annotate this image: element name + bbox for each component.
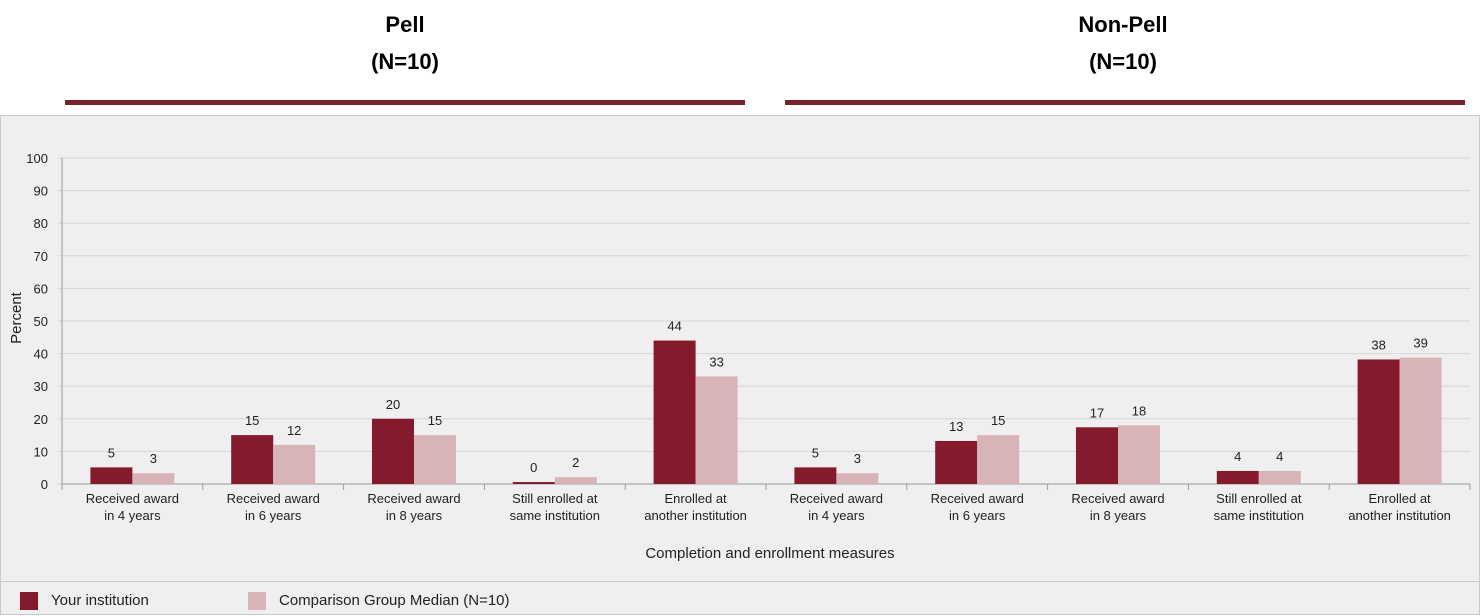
x-tick-label: Enrolled at [1369, 491, 1432, 506]
x-tick-label: in 4 years [104, 508, 161, 523]
data-label: 44 [667, 319, 681, 334]
x-tick-label: another institution [1348, 508, 1451, 523]
x-tick-label: in 8 years [386, 508, 443, 523]
bar-comparison-median [132, 473, 175, 484]
bar-your-institution [1357, 359, 1400, 484]
x-tick-label: another institution [644, 508, 747, 523]
x-tick-label: Still enrolled at [1216, 491, 1302, 506]
group-divider-non-pell [785, 100, 1465, 105]
bar-comparison-median [554, 477, 597, 484]
x-tick-label: Received award [227, 491, 320, 506]
bar-your-institution [231, 435, 274, 484]
data-label: 15 [428, 413, 442, 428]
data-label: 4 [1234, 449, 1241, 464]
bar-your-institution [372, 418, 414, 484]
bar-comparison-median [695, 376, 738, 484]
y-tick-label: 60 [34, 281, 48, 296]
x-tick-label: Received award [931, 491, 1024, 506]
bar-your-institution [90, 467, 133, 484]
data-label: 0 [530, 460, 537, 475]
data-label: 33 [709, 354, 723, 369]
data-label: 17 [1090, 405, 1104, 420]
x-tick-label: in 4 years [808, 508, 865, 523]
x-tick-label: in 8 years [1090, 508, 1147, 523]
legend: Your institution Comparison Group Median… [0, 581, 1480, 616]
y-tick-label: 10 [34, 444, 48, 459]
data-label: 12 [287, 423, 301, 438]
bar-your-institution [512, 482, 555, 484]
x-tick-label: Received award [1071, 491, 1164, 506]
bar-comparison-median [836, 473, 879, 484]
bar-your-institution [794, 467, 837, 484]
bar-comparison-median [1258, 470, 1301, 484]
group-n: (N=10) [1089, 49, 1157, 74]
data-label: 5 [812, 445, 819, 460]
y-tick-label: 30 [34, 379, 48, 394]
y-tick-label: 90 [34, 184, 48, 199]
bar-comparison-median [977, 435, 1020, 484]
group-title-pell: Pell (N=10) [205, 6, 605, 80]
group-name: Non-Pell [1078, 12, 1168, 37]
y-axis-label: Percent [8, 291, 25, 344]
y-tick-label: 0 [41, 477, 48, 492]
y-tick-label: 20 [34, 412, 48, 427]
data-label: 18 [1132, 403, 1146, 418]
data-label: 38 [1371, 337, 1385, 352]
x-tick-label: Received award [790, 491, 883, 506]
x-tick-label: same institution [510, 508, 600, 523]
y-tick-label: 100 [26, 151, 48, 166]
y-tick-label: 40 [34, 347, 48, 362]
x-tick-label: Received award [367, 491, 460, 506]
data-label: 15 [991, 413, 1005, 428]
data-label: 5 [108, 445, 115, 460]
legend-label-comparison: Comparison Group Median (N=10) [279, 592, 510, 609]
y-tick-label: 80 [34, 216, 48, 231]
x-tick-label: Still enrolled at [512, 491, 598, 506]
data-label: 2 [572, 455, 579, 470]
chart-panel [0, 115, 1480, 615]
bar-your-institution [1216, 470, 1259, 484]
data-label: 4 [1276, 449, 1283, 464]
y-tick-label: 50 [34, 314, 48, 329]
x-tick-label: Received award [86, 491, 179, 506]
data-label: 15 [245, 413, 259, 428]
x-tick-label: same institution [1214, 508, 1304, 523]
bar-comparison-median [1399, 357, 1442, 484]
data-label: 3 [854, 451, 861, 466]
group-divider-pell [65, 100, 745, 105]
bar-your-institution [1076, 427, 1118, 484]
data-label: 20 [386, 397, 400, 412]
group-title-non-pell: Non-Pell (N=10) [923, 6, 1323, 80]
bar-comparison-median [273, 444, 316, 484]
group-n: (N=10) [371, 49, 439, 74]
group-name: Pell [385, 12, 425, 37]
bar-your-institution [653, 340, 696, 484]
data-label: 3 [150, 451, 157, 466]
y-tick-label: 70 [34, 249, 48, 264]
data-label: 13 [949, 419, 963, 434]
legend-label-institution: Your institution [51, 592, 149, 609]
bar-comparison-median [1118, 425, 1160, 484]
bar-comparison-median [414, 435, 456, 484]
x-tick-label: in 6 years [245, 508, 302, 523]
bar-your-institution [935, 440, 978, 484]
legend-swatch-comparison [248, 592, 266, 610]
data-label: 39 [1413, 336, 1427, 351]
x-tick-label: Enrolled at [665, 491, 728, 506]
legend-swatch-institution [20, 592, 38, 610]
x-tick-label: in 6 years [949, 508, 1006, 523]
x-axis-label: Completion and enrollment measures [645, 545, 894, 562]
